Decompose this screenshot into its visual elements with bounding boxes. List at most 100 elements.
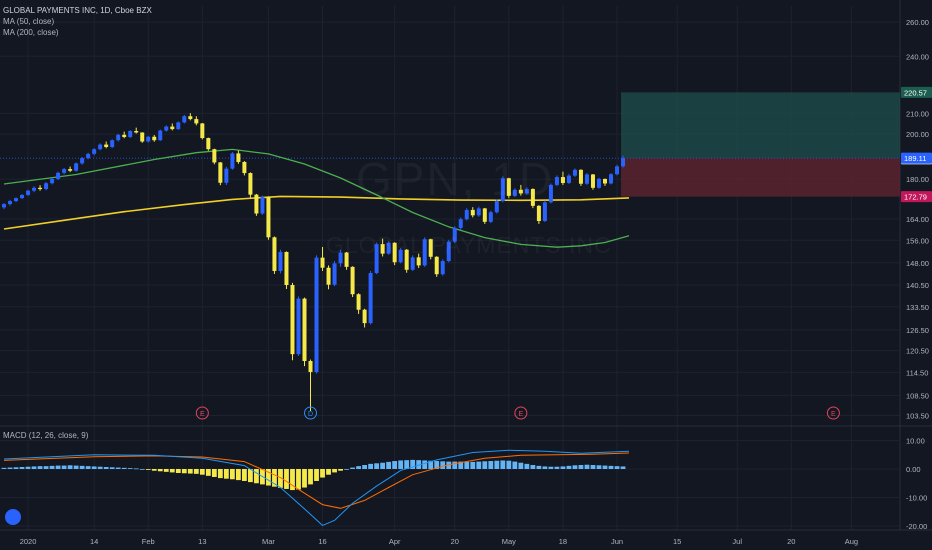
macd-line (3, 449, 630, 526)
candle-body (380, 244, 385, 254)
target-zone (621, 92, 900, 159)
candle-body (236, 153, 241, 162)
macd-histogram-bar (254, 469, 259, 484)
candle-body (410, 257, 415, 270)
macd-histogram-bar (181, 469, 187, 474)
macd-histogram-bar (488, 461, 494, 469)
price-tick-label: 210.00 (906, 109, 929, 118)
event-marker-label: E (831, 411, 836, 418)
macd-histogram-bar (584, 464, 590, 469)
candle-body (224, 168, 229, 183)
candle-body (320, 257, 325, 268)
candle-body (404, 249, 409, 270)
candle-body (578, 169, 583, 184)
macd-histogram-bar (458, 461, 464, 469)
candle-body (476, 208, 481, 216)
macd-histogram-bar (620, 466, 626, 469)
target-price-badge-label: 220.57 (904, 88, 927, 97)
candle-body (488, 212, 493, 222)
macd-histogram-bar (79, 465, 85, 469)
macd-histogram-bar (163, 469, 169, 472)
candle-body (603, 178, 607, 184)
stop-price-badge-label: 172.79 (904, 193, 927, 202)
macd-histogram-bar (506, 460, 512, 469)
macd-histogram-bar (380, 462, 386, 469)
macd-histogram-bar (416, 460, 422, 469)
macd-histogram-bar (302, 469, 307, 488)
candle-body (338, 252, 343, 264)
candle-body (596, 178, 601, 188)
time-tick-label: Mar (262, 537, 275, 546)
price-tick-label: 108.50 (906, 391, 929, 400)
candle-body (26, 190, 31, 195)
event-marker-label: E (200, 411, 205, 418)
ma50-line (3, 148, 630, 248)
candle-body (68, 169, 73, 171)
candle-body (152, 136, 157, 141)
candle-body (308, 361, 313, 373)
macd-histogram-bar (43, 466, 49, 469)
macd-histogram-bar (446, 461, 452, 469)
macd-histogram-bar (272, 469, 277, 487)
macd-signal-line (3, 452, 630, 509)
candle-body (609, 174, 614, 184)
candle-body (398, 249, 403, 263)
macd-histogram-bar (175, 469, 181, 473)
macd-histogram-bar (452, 461, 458, 469)
candle-body (506, 178, 511, 196)
time-tick-label: 15 (673, 537, 681, 546)
macd-histogram-bar (386, 461, 392, 469)
candle-body (392, 242, 397, 263)
macd-histogram-bar (91, 466, 97, 469)
macd-histogram-bar (205, 469, 211, 476)
macd-histogram-bar (97, 466, 103, 469)
price-tick-label: 260.00 (906, 18, 929, 27)
candle-body (524, 189, 529, 194)
earnings-marker-icon (195, 406, 209, 420)
candle-body (518, 189, 523, 194)
candle-body (584, 174, 589, 184)
target-price-badge-bg (901, 86, 932, 98)
candle-body (110, 140, 115, 147)
price-tick-label: 164.00 (906, 215, 929, 224)
macd-histogram-bar (49, 465, 55, 469)
candle-body (494, 201, 499, 213)
macd-histogram-bar (121, 467, 127, 469)
candle-body (458, 219, 463, 228)
candle-body (500, 178, 505, 202)
candle-body (254, 194, 259, 214)
candle-body (194, 119, 199, 124)
macd-histogram-bar (596, 465, 602, 469)
macd-histogram-bar (217, 469, 223, 479)
macd-histogram-bar (314, 469, 319, 481)
candle-body (512, 189, 517, 196)
macd-histogram-bar (103, 467, 109, 469)
macd-histogram-bar (554, 466, 560, 469)
macd-histogram-bar (1, 467, 7, 469)
macd-histogram-bar (524, 463, 530, 469)
macd-histogram-bar (560, 466, 566, 469)
macd-histogram-bar (296, 469, 301, 490)
candle-body (530, 189, 535, 206)
macd-histogram-bar (278, 469, 283, 488)
tradingview-logo-icon[interactable] (5, 509, 21, 525)
candle-body (470, 209, 475, 216)
event-marker-label: E (519, 411, 524, 418)
candle-body (266, 197, 271, 238)
candle-body (554, 177, 559, 185)
time-tick-label: May (502, 537, 516, 546)
macd-histogram-bar (344, 469, 349, 470)
macd-histogram-bar (266, 469, 271, 486)
candle-body (98, 144, 103, 150)
candle-body (260, 197, 265, 214)
macd-histogram-bar (211, 469, 217, 477)
macd-histogram-bar (85, 466, 91, 469)
macd-histogram-bar (73, 465, 79, 469)
candle-body (230, 153, 235, 169)
candle-body (326, 267, 331, 285)
macd-histogram-bar (422, 460, 428, 469)
macd-histogram-bar (229, 469, 235, 480)
macd-tick-label: -10.00 (906, 494, 927, 503)
